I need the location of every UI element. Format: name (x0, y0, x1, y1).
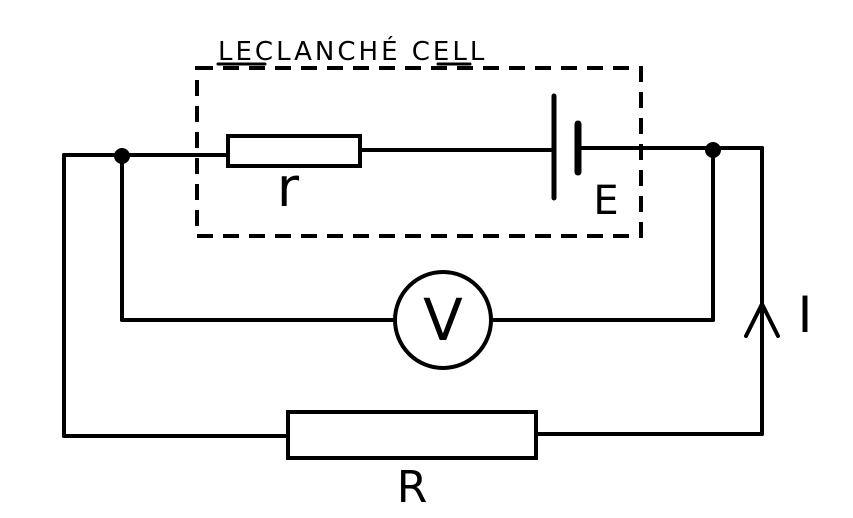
external-resistance-label: R (397, 462, 428, 513)
external-resistor (286, 410, 538, 460)
cell-title-label: LECLANCHÉ CELL (218, 35, 487, 67)
voltmeter-label: V (423, 286, 463, 354)
internal-resistance-label: r (277, 156, 300, 219)
cell-enclosure-box (195, 66, 643, 238)
current-arrow-icon (744, 302, 780, 338)
current-label: I (798, 286, 813, 344)
emf-label: E (593, 178, 618, 224)
internal-resistor (226, 134, 362, 168)
